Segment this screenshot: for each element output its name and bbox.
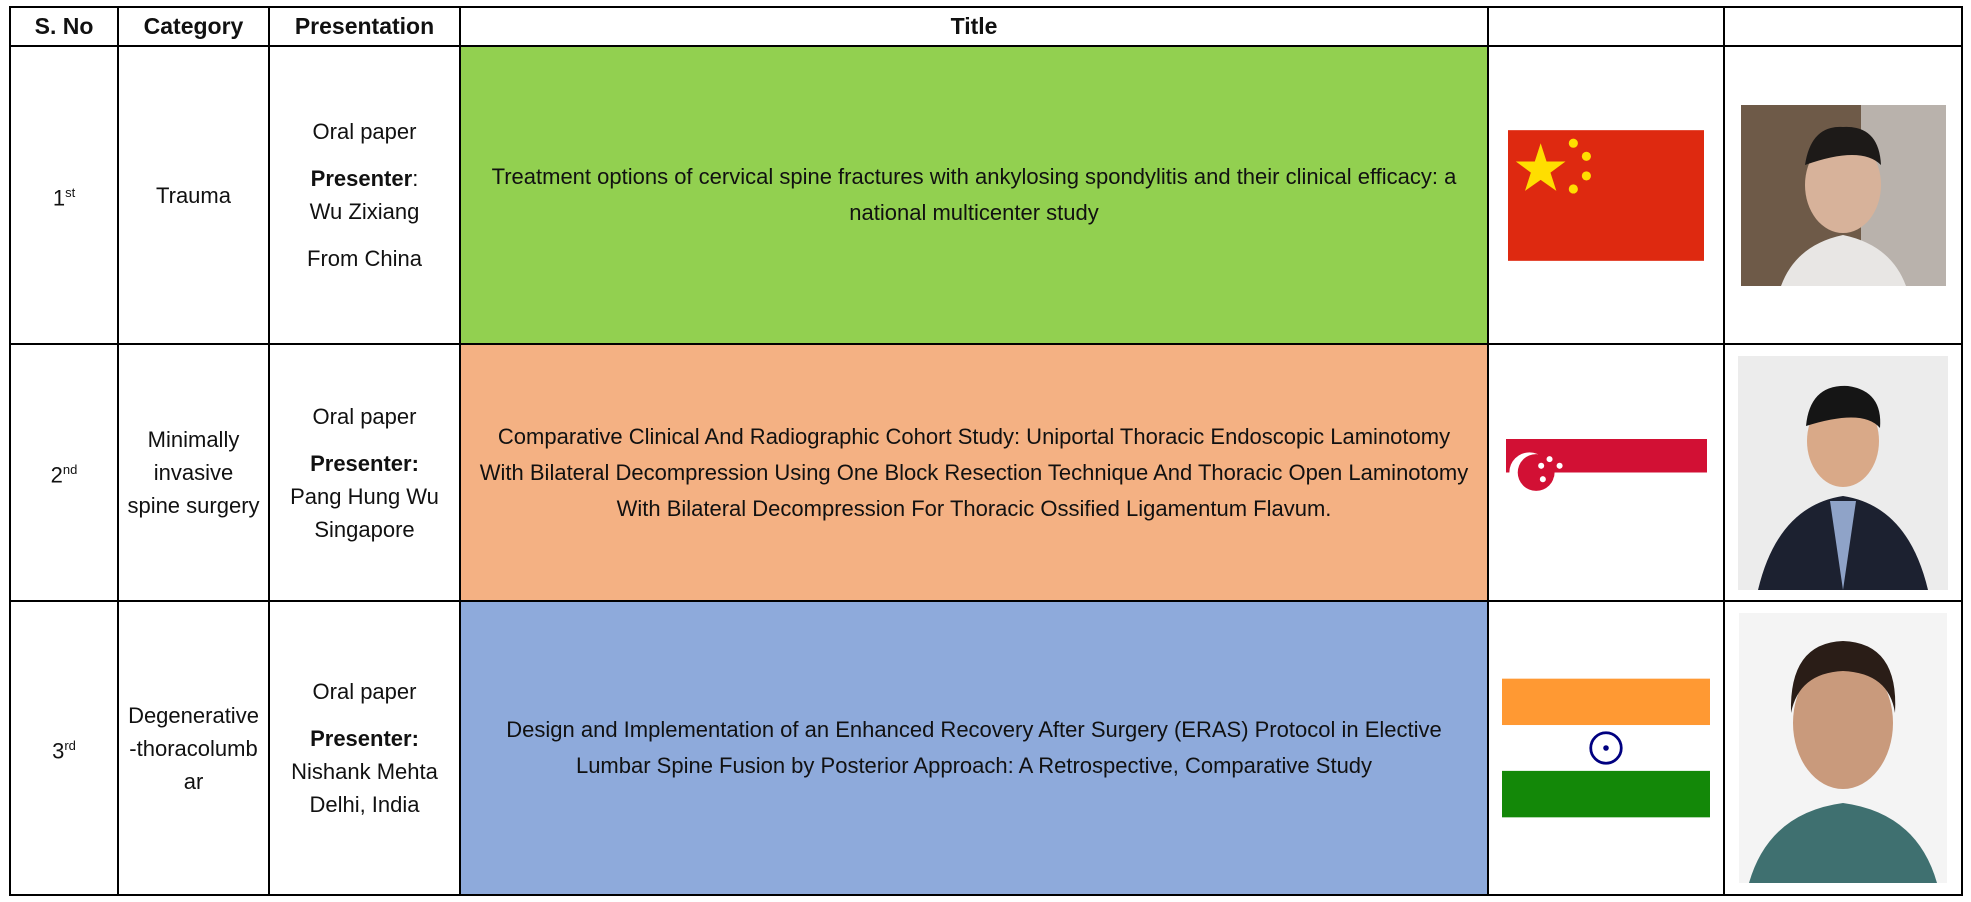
presenter-name: Pang Hung Wu Singapore [290, 483, 439, 542]
awards-table: S. No Category Presentation Title 1st Tr… [9, 6, 1963, 896]
photo-cell [1723, 600, 1963, 896]
photo-cell [1723, 343, 1963, 602]
presentation: Oral paper Presenter: Nishank Mehta Delhi… [268, 600, 461, 896]
title: Treatment options of cervical spine frac… [459, 45, 1489, 345]
header-cell [1723, 6, 1963, 47]
photo [1738, 355, 1948, 590]
presenter-label: Presenter: [310, 726, 419, 751]
presenter-label: Presenter [310, 166, 413, 191]
mode: Oral paper [312, 403, 417, 429]
row: 3rd Degenerative-thoracolumbar Oral pape… [9, 600, 1963, 896]
presenter: Presenter: Wu Zixiang [276, 162, 453, 228]
header-cell: Title [459, 6, 1489, 47]
presentation: Oral paper Presenter: Pang Hung Wu Singap… [268, 343, 461, 602]
row: 2nd Minimally invasive spine surgery Ora… [9, 343, 1963, 602]
origin: From China [307, 246, 422, 271]
category: Trauma [117, 45, 270, 345]
category: Degenerative-thoracolumbar [117, 600, 270, 896]
header-cell [1487, 6, 1725, 47]
suffix: st [65, 184, 76, 200]
flag-cell [1487, 343, 1725, 602]
category: Minimally invasive spine surgery [117, 343, 270, 602]
suffix: rd [64, 737, 76, 753]
suffix: nd [62, 462, 78, 478]
title: Design and Implementation of an Enhanced… [459, 600, 1489, 896]
number: 2 [50, 462, 63, 488]
flag-cell [1487, 45, 1725, 345]
presenter: Presenter: Nishank Mehta Delhi, India [276, 722, 453, 821]
header-row: S. No Category Presentation Title [9, 6, 1963, 47]
s-no: 1st [9, 45, 119, 345]
s-no: 2nd [9, 343, 119, 602]
title: Comparative Clinical And Radiographic Co… [459, 343, 1489, 602]
flag-china [1508, 129, 1704, 261]
presenter-label: Presenter: [310, 450, 419, 476]
presenter-name: Wu Zixiang [309, 199, 420, 224]
flag-singapore [1505, 439, 1707, 506]
presenter: Presenter: Pang Hung Wu Singapore [276, 447, 453, 546]
photo [1739, 613, 1947, 883]
header-cell: Category [117, 6, 270, 47]
mode: Oral paper [312, 119, 417, 144]
photo [1740, 104, 1946, 286]
presenter-sep: : [412, 166, 419, 191]
s-no: 3rd [9, 600, 119, 896]
header-cell: Presentation [268, 6, 461, 47]
number: 3 [52, 738, 65, 764]
presentation: Oral paper Presenter: Wu Zixiang From Chi… [268, 45, 461, 345]
row: 1st Trauma Oral paper Presenter: Wu Zixia… [9, 45, 1963, 345]
flag-india [1502, 678, 1710, 818]
photo-cell [1723, 45, 1963, 345]
flag-cell [1487, 600, 1725, 896]
mode: Oral paper [312, 679, 417, 704]
presenter-name: Nishank Mehta Delhi, India [291, 759, 438, 817]
number: 1 [52, 185, 66, 211]
header-cell: S. No [9, 6, 119, 47]
